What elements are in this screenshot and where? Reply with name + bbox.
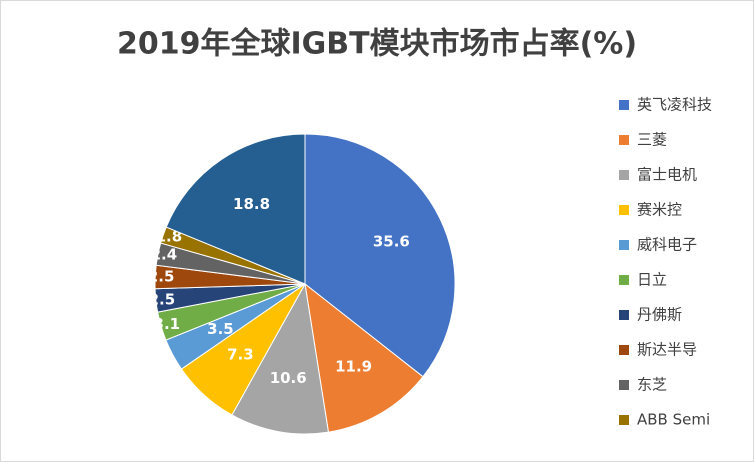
data-label: 2.4 — [151, 246, 178, 264]
pie-slice — [304, 282, 424, 433]
legend-label: 富士电机 — [637, 166, 697, 184]
legend-label: 日立 — [637, 271, 667, 289]
legend-label: 东芝 — [637, 376, 667, 394]
legend-swatch — [619, 345, 629, 355]
data-label: 7.3 — [227, 346, 254, 364]
legend-swatch — [619, 310, 629, 320]
data-label: 3.5 — [207, 320, 234, 338]
data-label: 10.6 — [270, 369, 307, 387]
pie-slice — [304, 133, 456, 378]
legend-swatch — [619, 170, 629, 180]
legend-label: 三菱 — [637, 131, 667, 149]
legend-label: 威科电子 — [637, 236, 697, 254]
legend-label: ABB Semi — [637, 411, 710, 429]
legend-swatch — [619, 240, 629, 250]
legend-label: 赛米控 — [637, 201, 682, 219]
data-label: 3.1 — [154, 315, 181, 333]
data-label: 18.8 — [233, 195, 270, 213]
legend-label: 丹佛斯 — [637, 306, 682, 324]
legend-swatch — [619, 205, 629, 215]
data-label: 35.6 — [373, 233, 410, 251]
legend-label: 斯达半导 — [637, 341, 697, 359]
pie-slice — [231, 282, 330, 435]
legend-swatch — [619, 100, 629, 110]
data-label: 2.5 — [149, 290, 176, 308]
legend-label: 英飞凌科技 — [637, 96, 712, 114]
legend-swatch — [619, 380, 629, 390]
pie-slice — [165, 133, 306, 285]
legend-swatch — [619, 135, 629, 145]
data-label: 2.5 — [148, 268, 175, 286]
data-label: 11.9 — [335, 357, 372, 375]
data-label: 1.8 — [156, 227, 183, 245]
legend-swatch — [619, 415, 629, 425]
chart-title: 2019年全球IGBT模块市场市占率(%) — [117, 27, 637, 62]
legend-swatch — [619, 275, 629, 285]
